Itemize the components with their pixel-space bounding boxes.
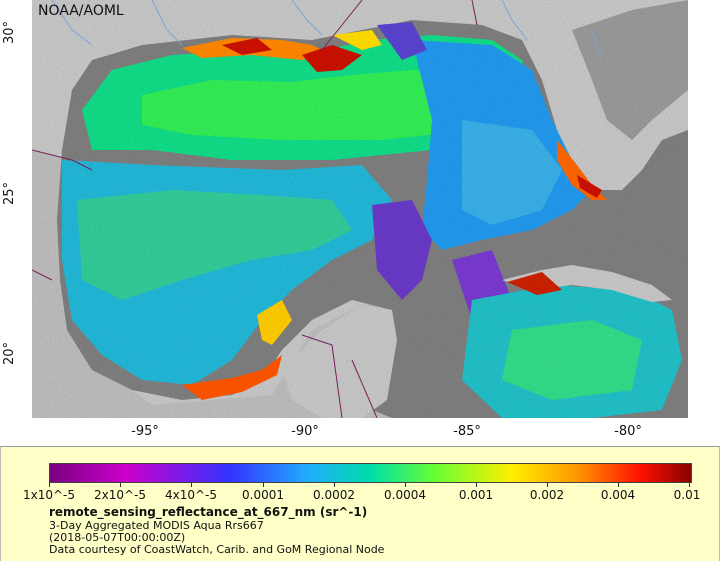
colorbar-tick-mark	[476, 482, 477, 487]
colorbar-tick-label: 4x10^-5	[164, 488, 218, 502]
map-panel[interactable]: NOAA/AOML	[32, 0, 688, 418]
map-credit: NOAA/AOML	[38, 3, 124, 19]
map-canvas	[32, 0, 688, 418]
lon-tick-95: -95°	[131, 424, 159, 439]
colorbar	[49, 463, 692, 483]
lon-tick-85: -85°	[453, 424, 481, 439]
colorbar-tick-label: 0.001	[458, 488, 494, 502]
colorbar-tick-mark	[263, 482, 264, 487]
lat-tick-30: 30°	[2, 20, 17, 44]
lat-tick-20: 20°	[2, 341, 17, 365]
colorbar-tick-mark	[49, 482, 50, 487]
colorbar-tick-mark	[618, 482, 619, 487]
colorbar-tick-mark	[689, 482, 690, 487]
colorbar-tick-mark	[547, 482, 548, 487]
lon-tick-80: -80°	[614, 424, 642, 439]
legend-panel: 1x10^-5 2x10^-5 4x10^-5 0.0001 0.0002 0.…	[0, 446, 720, 561]
colorbar-tick-mark	[120, 482, 121, 487]
colorbar-tick-label: 1x10^-5	[22, 488, 76, 502]
borders	[32, 0, 478, 418]
lon-tick-90: -90°	[291, 424, 319, 439]
legend-dataset: 3-Day Aggregated MODIS Aqua Rrs667	[49, 519, 264, 532]
colorbar-tick-label: 0.002	[529, 488, 565, 502]
legend-date: (2018-05-07T00:00:00Z)	[49, 531, 186, 544]
colorbar-tick-mark	[334, 482, 335, 487]
legend-title: remote_sensing_reflectance_at_667_nm (sr…	[49, 505, 368, 519]
colorbar-tick-label: 0.0001	[242, 488, 284, 502]
colorbar-tick-label: 0.0004	[384, 488, 426, 502]
speckle-texture	[32, 0, 688, 418]
lat-tick-25: 25°	[2, 181, 17, 205]
colorbar-tick-label: 2x10^-5	[93, 488, 147, 502]
colorbar-tick-label: 0.01	[673, 488, 701, 502]
colorbar-tick-label: 0.004	[600, 488, 636, 502]
colorbar-tick-label: 0.0002	[313, 488, 355, 502]
colorbar-tick-mark	[405, 482, 406, 487]
legend-attribution: Data courtesy of CoastWatch, Carib. and …	[49, 543, 385, 556]
colorbar-tick-mark	[191, 482, 192, 487]
rivers	[51, 0, 603, 61]
